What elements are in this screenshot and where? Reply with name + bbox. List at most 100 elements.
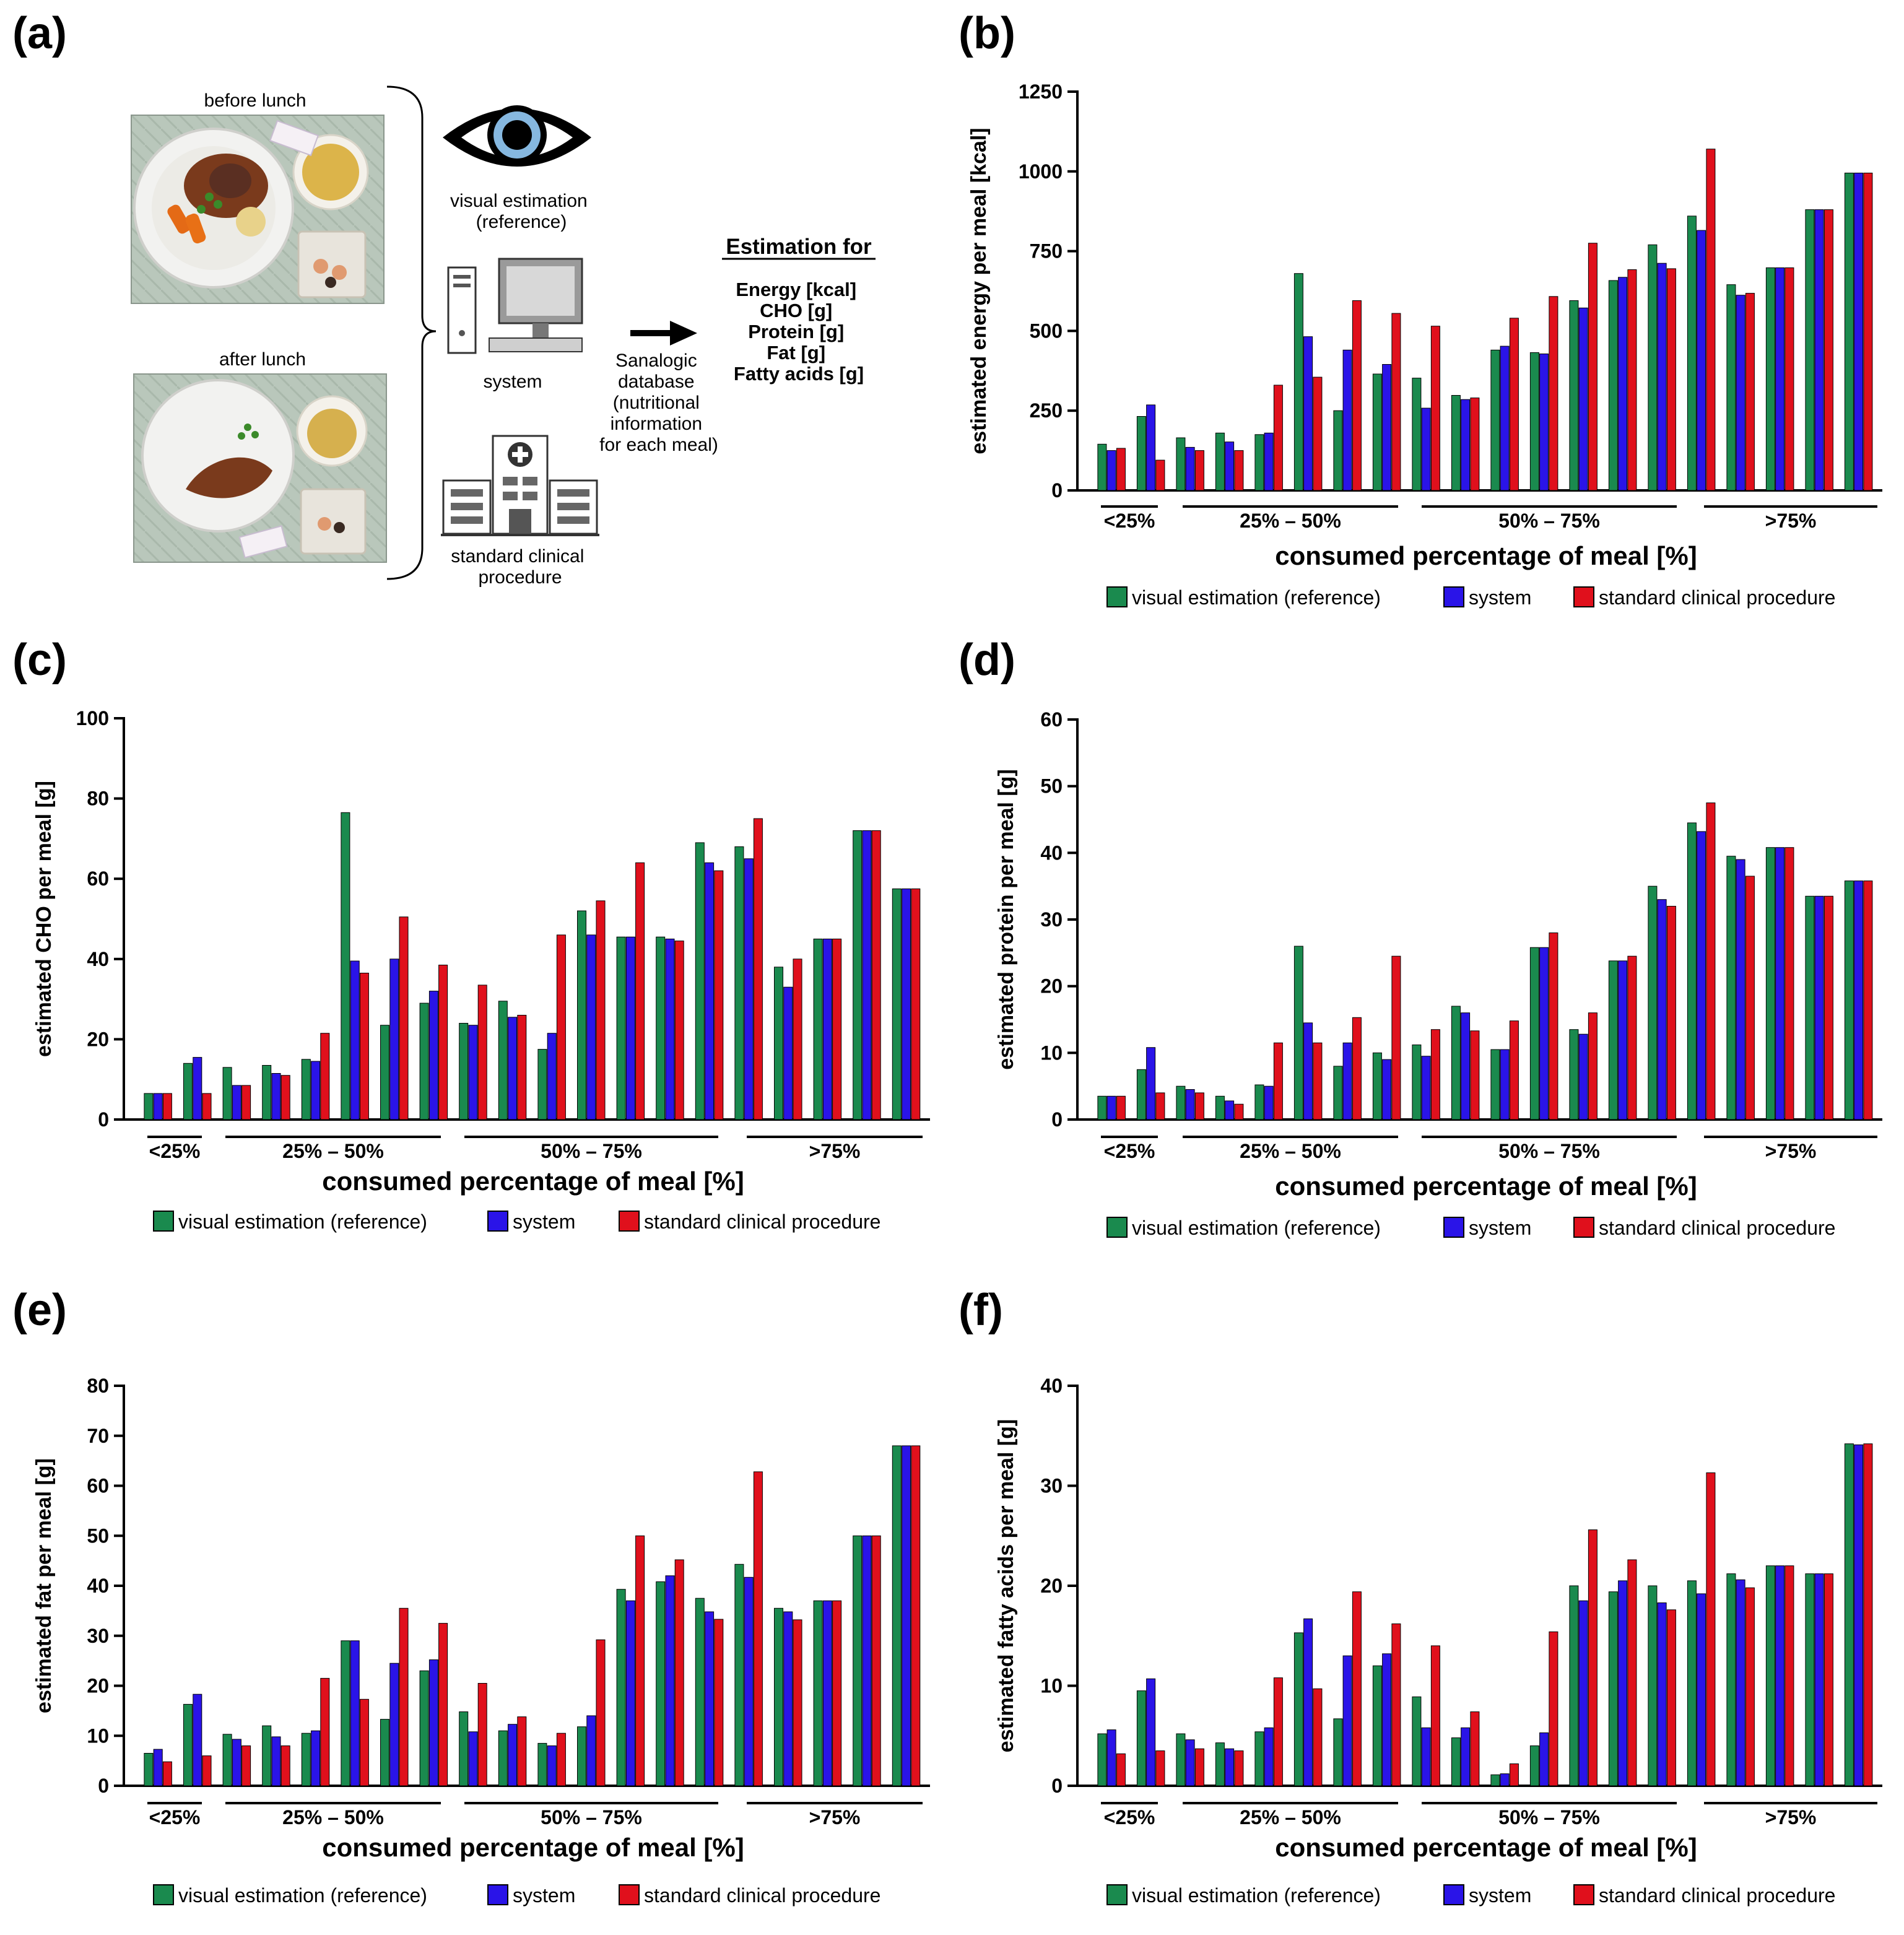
bar-d-system-3 (1185, 1089, 1195, 1120)
bar-f-system-18 (1775, 1565, 1785, 1786)
bar-d-system-7 (1342, 1042, 1352, 1120)
bar-e-standard-8 (438, 1623, 448, 1786)
bar-c-standard-19 (871, 830, 881, 1120)
bar-e-reference-7 (380, 1719, 389, 1786)
bar-b-standard-16 (1706, 149, 1716, 491)
y-axis-label: estimated energy per meal [kcal] (967, 128, 991, 454)
bar-d-system-9 (1421, 1056, 1431, 1120)
bar-f-standard-8 (1391, 1623, 1401, 1786)
bar-c-system-10 (508, 1017, 518, 1120)
hospital-icon (441, 435, 599, 536)
bar-f-reference-6 (1293, 1632, 1303, 1786)
bar-e-system-17 (783, 1611, 793, 1786)
legend-label: standard clinical procedure (1599, 1217, 1835, 1239)
before-lunch-label: before lunch (204, 90, 306, 111)
bar-d-standard-16 (1706, 802, 1716, 1120)
y-tick-label: 250 (1030, 399, 1063, 422)
bar-d-standard-11 (1509, 1020, 1519, 1120)
legend-swatch (1106, 1217, 1128, 1238)
bar-c-standard-17 (793, 959, 802, 1120)
bar-b-standard-8 (1391, 313, 1401, 491)
bar-e-system-3 (232, 1739, 241, 1786)
database-label: Sanalogic database (nutritional informat… (599, 350, 718, 455)
y-tick-label: 10 (87, 1724, 109, 1747)
bar-b-system-16 (1697, 230, 1706, 491)
y-tick-label: 10 (1040, 1041, 1063, 1064)
bar-c-reference-19 (853, 830, 863, 1120)
legend-swatch (487, 1211, 508, 1232)
legend-label: visual estimation (reference) (178, 1211, 427, 1233)
chart-e: (e) 0 10 20 30 40 50 60 70 80 estimated fat per me… (12, 1285, 930, 1907)
bar-f-reference-16 (1687, 1580, 1697, 1786)
bar-c-standard-2 (202, 1093, 212, 1120)
group-label: >75% (1765, 1140, 1817, 1162)
bar-e-system-15 (705, 1611, 715, 1786)
bar-b-reference-2 (1136, 416, 1146, 491)
bar-f-system-12 (1539, 1732, 1549, 1786)
y-tick-label: 60 (1040, 708, 1063, 731)
database-line2: database (618, 372, 694, 392)
bar-f-standard-15 (1666, 1609, 1676, 1786)
group-label: >75% (809, 1140, 861, 1162)
bar-c-system-12 (586, 934, 596, 1120)
bar-e-reference-11 (537, 1742, 547, 1786)
group-label: 25% – 50% (282, 1806, 384, 1828)
bar-c-system-18 (822, 938, 832, 1120)
bar-c-standard-20 (911, 888, 921, 1120)
legend-label: standard clinical procedure (1599, 1884, 1835, 1907)
legend-swatch (1106, 586, 1128, 607)
panel-e-label: (e) (12, 1285, 67, 1335)
bar-f-system-8 (1382, 1653, 1392, 1786)
bar-d-system-10 (1461, 1012, 1471, 1120)
bar-b-system-11 (1500, 346, 1510, 491)
bar-c-standard-10 (517, 1015, 527, 1120)
y-axis-label: estimated protein per meal [g] (994, 769, 1018, 1070)
bar-d-system-15 (1657, 899, 1667, 1120)
y-tick-label: 40 (87, 1575, 109, 1597)
visual-estimation-line2: (reference) (476, 212, 567, 232)
y-axis-label: estimated fat per meal [g] (32, 1458, 56, 1713)
x-axis-label: consumed percentage of meal [%] (1275, 541, 1697, 570)
bar-c-system-17 (783, 986, 793, 1120)
bar-c-reference-20 (892, 888, 902, 1120)
bar-b-standard-17 (1745, 293, 1755, 491)
bar-e-system-6 (350, 1640, 360, 1786)
y-tick-label: 70 (87, 1425, 109, 1447)
bar-d-system-13 (1578, 1033, 1588, 1120)
bar-d-system-8 (1382, 1059, 1392, 1120)
bar-b-reference-14 (1608, 280, 1618, 491)
y-tick-label: 30 (1040, 908, 1063, 931)
bar-e-system-5 (311, 1730, 321, 1786)
database-line1: Sanalogic (615, 350, 697, 371)
bar-d-reference-19 (1805, 895, 1815, 1120)
bar-f-standard-17 (1745, 1587, 1755, 1786)
bar-f-reference-14 (1608, 1591, 1618, 1786)
bar-b-standard-14 (1627, 269, 1637, 491)
group-label: 25% – 50% (1240, 1140, 1341, 1162)
estimation-item-energy: Energy [kcal] (736, 279, 856, 300)
bar-e-system-9 (468, 1731, 478, 1786)
bar-d-standard-6 (1313, 1042, 1323, 1120)
bar-f-system-11 (1500, 1773, 1510, 1786)
bar-e-system-11 (547, 1745, 557, 1786)
bar-d-system-20 (1854, 881, 1864, 1120)
chart-f: (f) 0 10 20 30 40 estimated fatty acids per me… (959, 1285, 1882, 1907)
bar-d-reference-2 (1136, 1069, 1146, 1120)
bar-b-system-4 (1225, 441, 1235, 491)
clinical-method-label: standard clinical procedure (451, 546, 589, 588)
bar-e-system-14 (665, 1575, 675, 1786)
bar-e-standard-17 (793, 1619, 802, 1786)
bar-d-system-4 (1225, 1100, 1235, 1120)
bar-b-standard-5 (1273, 385, 1283, 491)
bar-f-system-5 (1264, 1727, 1274, 1786)
bar-f-reference-10 (1451, 1737, 1461, 1786)
bar-f-system-4 (1225, 1748, 1235, 1786)
bar-b-reference-18 (1765, 267, 1775, 491)
y-tick-label: 20 (87, 1675, 109, 1697)
bar-e-standard-13 (635, 1535, 645, 1786)
legend-swatch (1443, 586, 1464, 607)
panel-a: (a) before lunch after lunch (12, 9, 876, 588)
y-tick-label: 20 (1040, 975, 1063, 998)
bar-e-system-7 (389, 1663, 399, 1786)
